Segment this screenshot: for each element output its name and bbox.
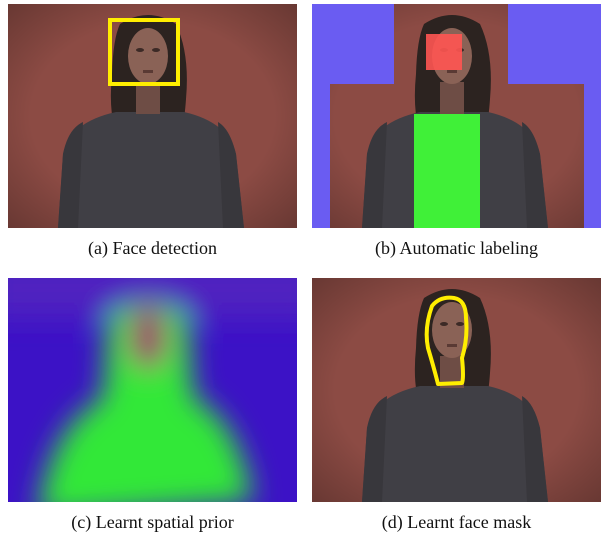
panel-b-image (312, 4, 601, 228)
panel-d-image (312, 278, 601, 502)
caption: (c) Learnt spatial prior (8, 512, 297, 532)
caption: (a) Face detection (8, 238, 297, 258)
caption: (d) Learnt face mask (312, 512, 601, 532)
caption: (b) Automatic labeling (312, 238, 601, 258)
figure: {"panels": [ {"caption": "(a) Face detec… (0, 0, 605, 534)
panel-a-image (8, 4, 297, 228)
panel-c-image (8, 278, 297, 502)
